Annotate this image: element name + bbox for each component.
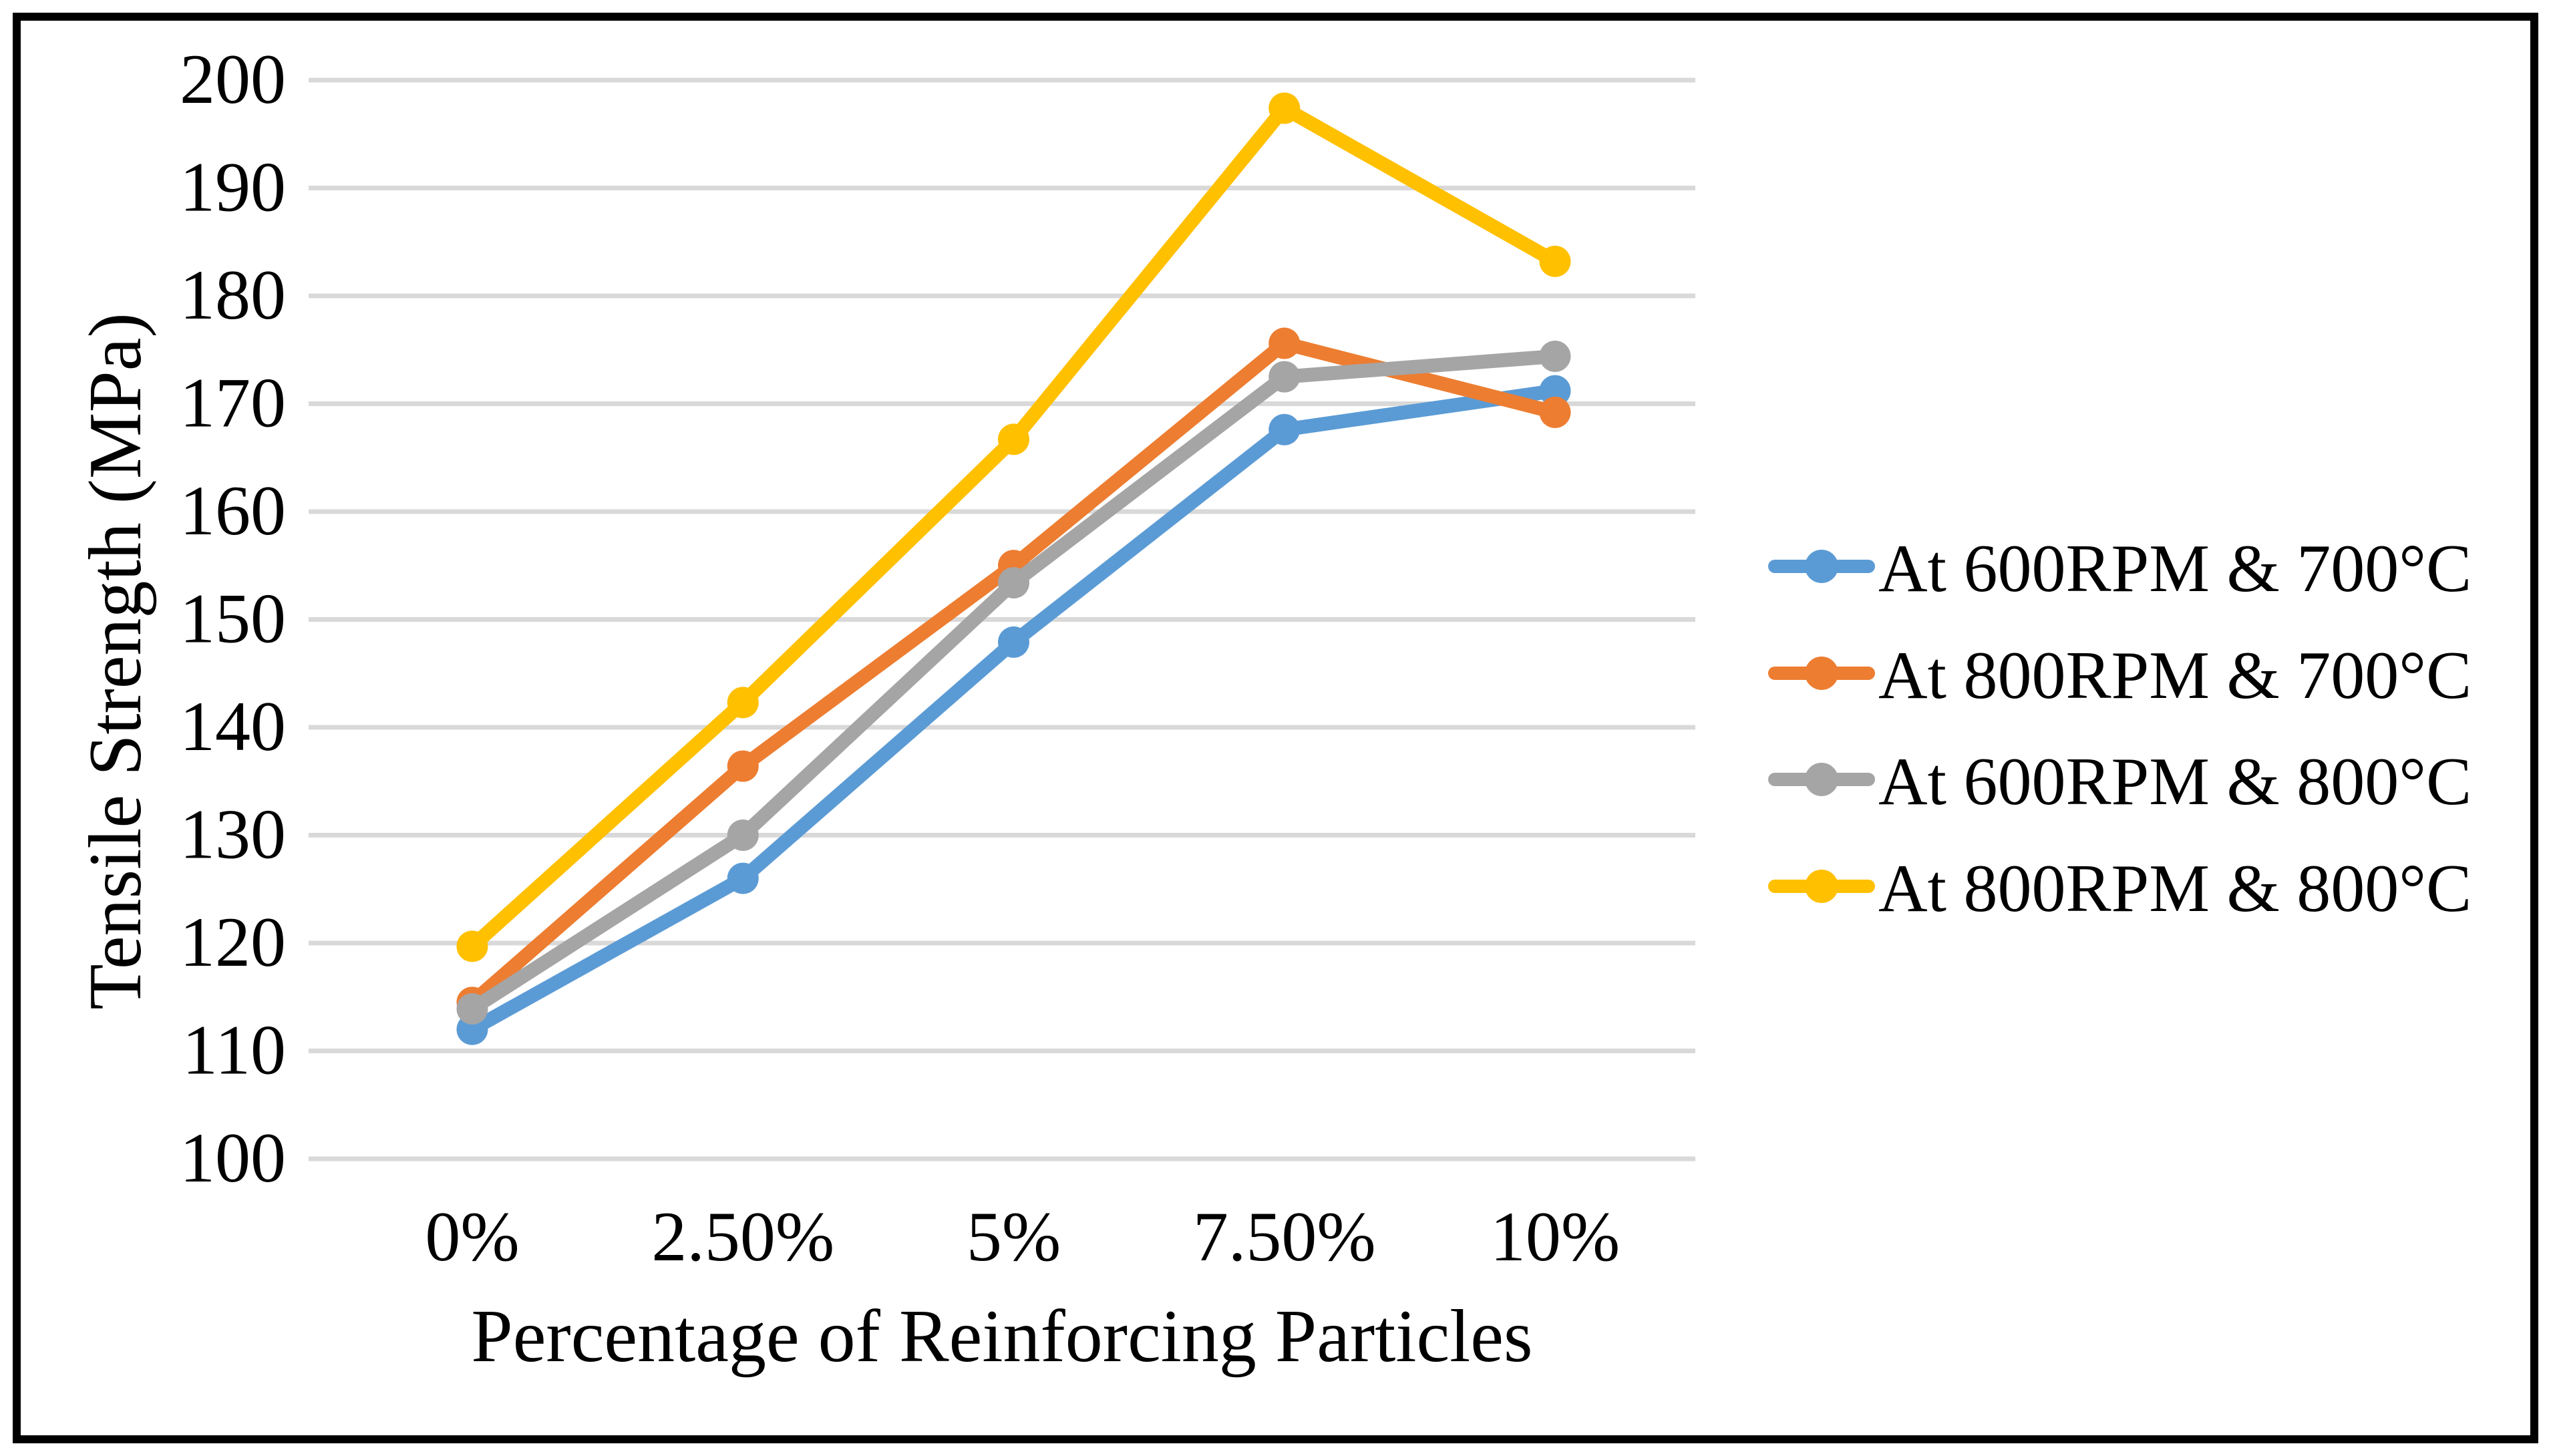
legend-marker-circle <box>1805 763 1838 796</box>
data-point-marker <box>456 993 488 1025</box>
x-tick-label: 2.50% <box>651 1198 834 1276</box>
y-tick-label: 180 <box>180 256 286 334</box>
y-tick-label: 130 <box>180 795 286 874</box>
data-point-marker <box>727 687 759 719</box>
y-tick-label: 200 <box>180 40 286 118</box>
y-tick-label: 120 <box>180 903 286 981</box>
legend-item: At 800RPM & 700°C <box>1768 638 2472 713</box>
x-axis-title: Percentage of Reinforcing Particles <box>471 1295 1532 1378</box>
y-tick-label: 190 <box>180 148 286 226</box>
x-tick-label: 7.50% <box>1193 1198 1376 1276</box>
data-point-marker <box>1268 361 1301 393</box>
x-tick-label: 10% <box>1490 1198 1620 1276</box>
legend-marker-circle <box>1805 550 1838 583</box>
legend-item: At 800RPM & 800°C <box>1768 851 2472 926</box>
data-point-marker <box>1268 92 1301 124</box>
legend-item: At 600RPM & 800°C <box>1768 744 2472 820</box>
legend-label: At 600RPM & 700°C <box>1878 531 2472 606</box>
y-tick-label: 110 <box>182 1011 286 1089</box>
y-tick-label: 170 <box>180 364 286 442</box>
y-tick-label: 150 <box>180 580 286 658</box>
data-point-marker <box>1268 413 1301 445</box>
data-point-marker <box>998 626 1029 658</box>
legend-label: At 800RPM & 800°C <box>1878 851 2472 926</box>
legend-label: At 600RPM & 800°C <box>1878 744 2472 820</box>
x-axis-tick-labels: 0% 2.50% 5% 7.50% 10% <box>425 1198 1620 1276</box>
series-lines <box>456 92 1571 1045</box>
y-axis-title: Tensile Strength (MPa) <box>74 313 157 1010</box>
data-point-marker <box>1539 245 1571 277</box>
data-point-marker <box>998 423 1029 456</box>
data-point-marker <box>727 820 759 851</box>
data-point-marker <box>998 567 1029 599</box>
y-tick-label: 140 <box>180 687 286 765</box>
y-tick-label: 160 <box>180 472 286 550</box>
series-line-4 <box>465 101 1562 954</box>
x-tick-label: 5% <box>967 1198 1061 1276</box>
legend-item: At 600RPM & 700°C <box>1768 531 2472 606</box>
series-line-1 <box>465 383 1562 1037</box>
y-axis-tick-labels: 100 110 120 130 140 150 160 170 180 190 200 <box>180 40 286 1197</box>
x-tick-label: 0% <box>425 1198 519 1276</box>
data-point-marker <box>1539 375 1571 407</box>
y-tick-label: 100 <box>180 1119 286 1197</box>
legend: At 600RPM & 700°C At 800RPM & 700°C At 600… <box>1768 531 2472 926</box>
legend-marker-circle <box>1805 870 1838 903</box>
data-point-marker <box>1268 327 1301 359</box>
legend-marker-circle <box>1805 657 1838 690</box>
legend-label: At 800RPM & 700°C <box>1878 638 2472 713</box>
data-point-marker <box>727 862 759 894</box>
data-point-marker <box>727 750 759 782</box>
data-point-marker <box>1539 396 1571 428</box>
data-point-marker <box>1539 340 1571 372</box>
data-point-marker <box>456 930 488 962</box>
